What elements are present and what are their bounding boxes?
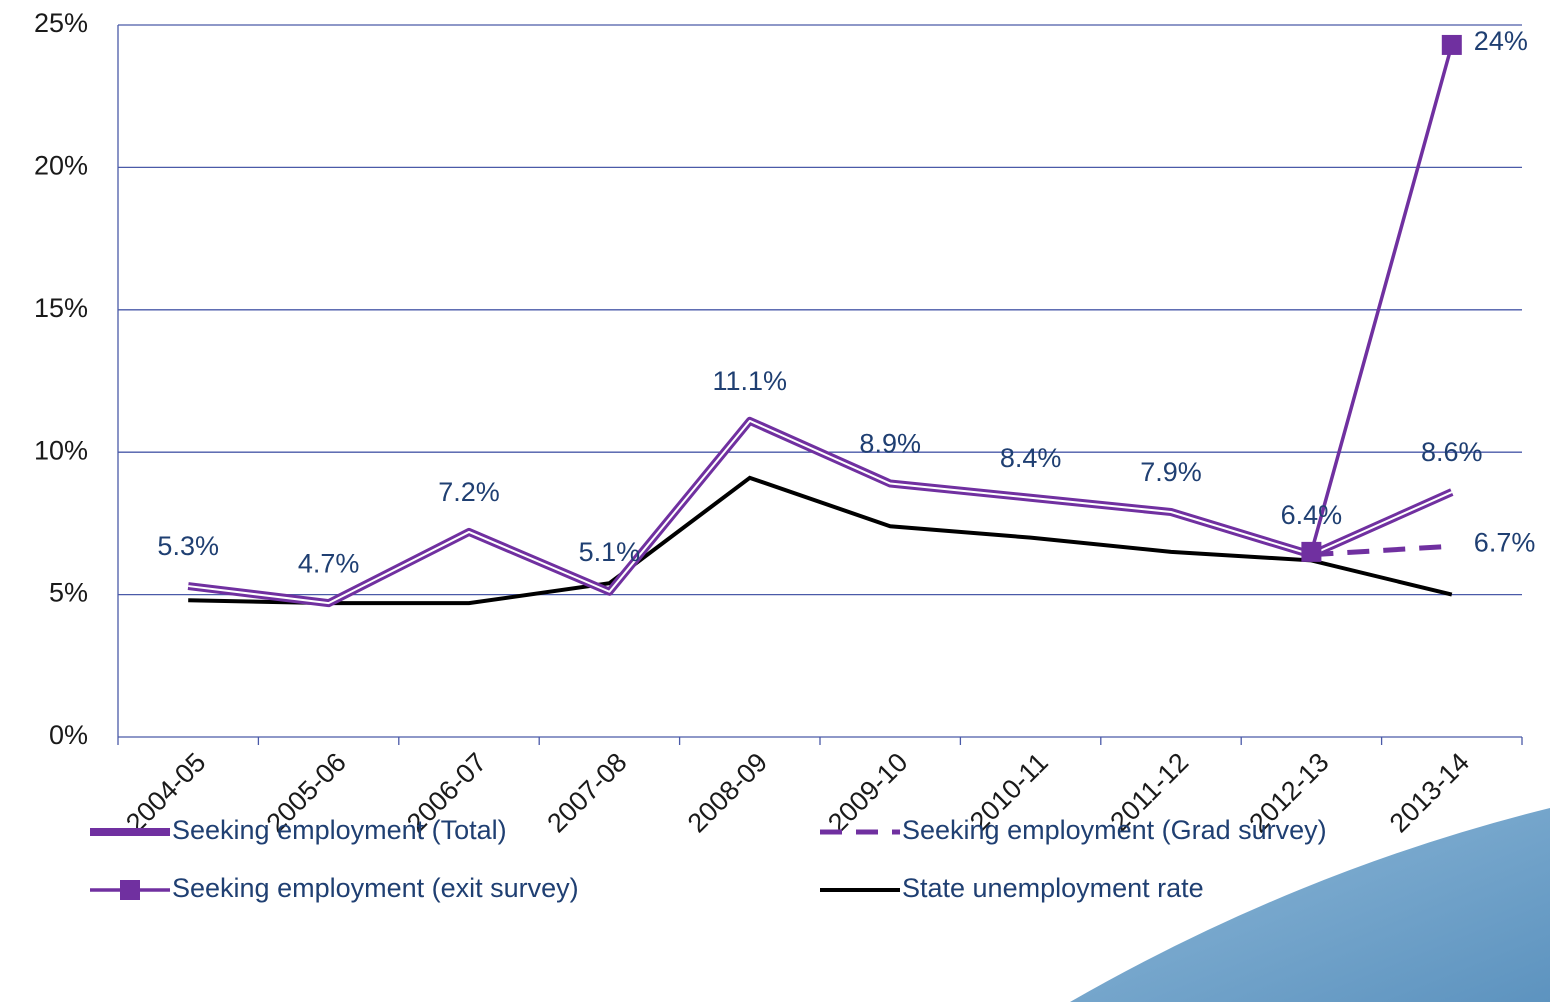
data-label: 8.4% (1000, 443, 1062, 473)
data-label: 5.1% (579, 537, 641, 567)
legend-marker (120, 880, 140, 900)
x-tick-label: 2009-10 (822, 747, 913, 838)
legend-label: Seeking employment (exit survey) (172, 873, 579, 903)
y-tick-label: 5% (49, 578, 88, 608)
y-tick-label: 20% (34, 151, 88, 181)
data-label: 4.7% (298, 548, 360, 578)
decoration (1070, 808, 1550, 1002)
data-label: 8.9% (859, 429, 921, 459)
data-label: 6.7% (1474, 527, 1536, 557)
x-tick-label: 2013-14 (1384, 747, 1475, 838)
data-label: 11.1% (713, 366, 788, 396)
marker (1301, 541, 1322, 562)
legend-label: Seeking employment (Grad survey) (902, 815, 1327, 845)
y-tick-label: 0% (49, 720, 88, 750)
data-label: 24% (1474, 26, 1528, 56)
y-tick-label: 15% (34, 293, 88, 323)
data-label: 6.4% (1281, 500, 1343, 530)
data-label: 5.3% (157, 531, 219, 561)
x-tick-label: 2008-09 (682, 747, 773, 838)
data-label: 8.6% (1421, 437, 1483, 467)
line (188, 475, 1453, 606)
line (1311, 543, 1452, 558)
marker (1441, 34, 1462, 55)
y-tick-label: 25% (34, 8, 88, 38)
line (187, 416, 1454, 608)
legend-label: State unemployment rate (902, 873, 1204, 903)
data-label: 7.2% (438, 477, 500, 507)
legend-label: Seeking employment (Total) (172, 815, 507, 845)
data-label: 7.9% (1140, 457, 1202, 487)
line (1309, 44, 1454, 553)
x-tick-label: 2007-08 (541, 747, 632, 838)
y-tick-label: 10% (34, 435, 88, 465)
line-inner (188, 419, 1453, 605)
